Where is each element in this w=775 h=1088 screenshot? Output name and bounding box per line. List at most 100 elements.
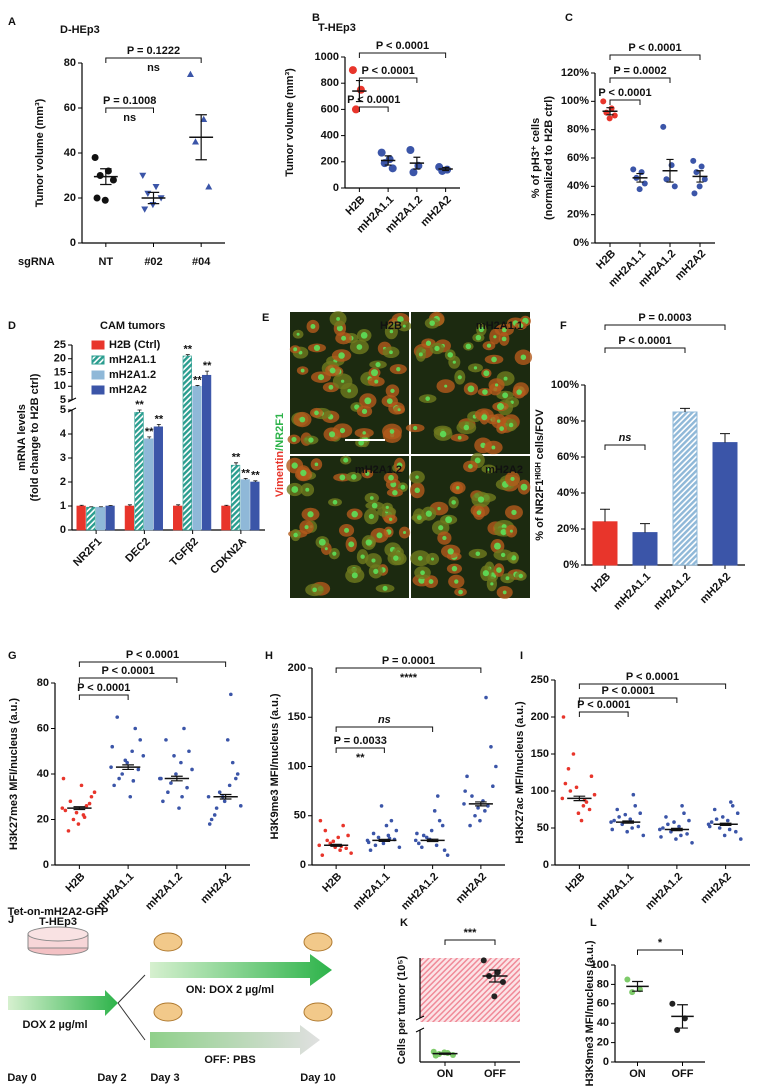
point [499,979,506,985]
error-bar [719,822,732,827]
error-bar [73,806,86,811]
nucleus [481,414,488,421]
point [130,749,134,754]
point [440,823,445,828]
comparison-label: P < 0.0001 [126,649,179,661]
point [445,853,450,857]
bracket [609,99,641,105]
chart-title: T-HEp3 [318,22,356,34]
bracket [444,939,496,945]
point [666,822,670,827]
point [406,146,415,155]
comparison-label: P = 0.0033 [334,735,387,747]
y-tick-label: 50 [537,822,549,834]
comparison-label: ns [619,432,632,444]
comparison-note: ns [147,62,160,74]
image-label: mH2A2 [485,464,523,476]
nucleus [434,345,440,352]
schematic: J Tet-on-mH2A2-GFP T-HEp3 DOX 2 µg/ml ON… [7,906,335,1084]
nucleus [490,582,494,586]
nucleus [417,555,423,561]
microscopy-panel: E H2B mH2A1.1 mH2A1.2 mH2A2 Vimentin/NR2F1 [262,311,533,599]
y-axis-label: % of pH3⁺ cells [530,118,542,198]
point [628,817,633,821]
comparison-label: P = 0.0001 [382,655,435,667]
nucleus [425,510,432,517]
highlight-band [420,958,520,1022]
nucleus [389,350,393,355]
y-tick-label: 4 [60,428,67,440]
nucleus [457,435,462,440]
bracket [105,107,154,113]
stain-label: Vimentin/NR2F1 [274,413,286,497]
point [381,841,386,846]
nucleus [304,525,309,530]
arrow [8,990,118,1016]
significance: ** [193,374,202,386]
nucleus [314,462,319,467]
bar [95,506,106,531]
point [476,806,480,810]
nucleus [374,379,379,384]
nucleus [468,464,473,469]
nucleus [452,360,456,364]
comparison-label: P < 0.0001 [376,40,429,52]
point [413,838,418,843]
nucleus [339,427,346,434]
y-tick-label: 200 [531,711,549,723]
nucleus [457,375,462,380]
y-tick-label: 100 [591,959,609,971]
nucleus [332,551,337,556]
y-axis-label: H3K9me3 MFI/nucleus (a.u.) [584,940,596,1086]
y-tick-label: 80 [597,978,609,990]
point [206,794,211,799]
x-tick-label: mH2A1.2 [643,871,685,913]
point [79,783,84,788]
point [468,823,472,828]
induction-label: DOX 2 µg/ml [22,1019,87,1031]
nucleus [502,590,507,595]
error-bar [147,191,160,205]
nucleus [347,388,352,393]
point [722,833,727,838]
y-tick-label: 80 [37,677,49,689]
panel: D CAM tumors mRNA levels (fold change to H2… [8,320,265,577]
y-axis-label: H3K9me3 MFI/nucleus (a.u.) [269,693,281,839]
nucleus [486,343,492,348]
point [612,818,616,823]
point [560,796,565,801]
nucleus [511,555,517,561]
error-bar [171,775,183,782]
y-tick-label: 0 [43,859,49,871]
nucleus [451,500,456,505]
y-tick-label: 100% [561,95,589,107]
point [625,829,629,834]
nucleus [503,376,508,381]
point [725,818,730,823]
point [717,826,722,830]
point [209,817,214,822]
nucleus [298,350,303,355]
x-tick-label: mH2A2 [454,871,489,906]
nucleus [376,532,383,539]
nucleus [476,510,482,515]
panel-letter: I [520,650,523,662]
error-bar [671,827,683,832]
bar [173,505,183,531]
point [217,790,222,794]
bar [250,481,260,531]
x-tick-label: #04 [192,256,211,268]
x-tick-label: mH2A1.1 [595,871,637,913]
x-tick-label: mH2A1.2 [399,871,441,913]
bracket [609,54,701,60]
day-label: Day 0 [7,1072,36,1084]
point [486,804,490,808]
x-tick-label: ON [629,1068,646,1080]
point [624,976,631,983]
nucleus [486,467,491,471]
point [609,820,613,824]
point [179,760,183,765]
x-tick-label: #02 [144,256,162,268]
comparison-label: ns [378,714,391,726]
nucleus [414,487,421,494]
